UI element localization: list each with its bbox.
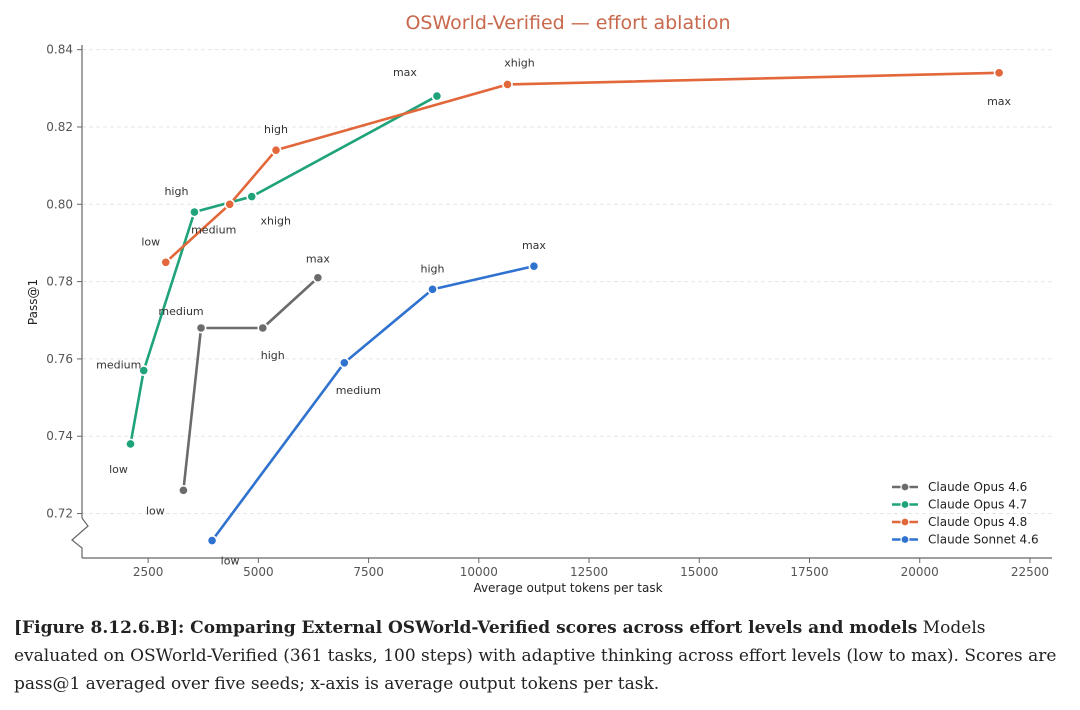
x-axis-label: Average output tokens per task: [473, 581, 662, 595]
y-tick-label: 0.76: [46, 352, 73, 366]
point-label: xhigh: [504, 56, 535, 69]
point-label: low: [141, 235, 160, 248]
point-labels: low medium high max low medium high xhigh max low…: [96, 56, 1011, 567]
x-tick-label: 10000: [460, 565, 498, 579]
y-tick-label: 0.82: [46, 120, 73, 134]
gridlines: [82, 49, 1052, 515]
legend: Claude Opus 4.6 Claude Opus 4.7 Claude Opu…: [892, 480, 1039, 547]
y-tick-label: 0.84: [46, 43, 73, 57]
data-point: [257, 322, 269, 334]
legend-marker: [900, 517, 910, 527]
data-point: [138, 365, 150, 376]
point-label: xhigh: [261, 215, 292, 228]
data-point: [312, 272, 324, 284]
data-point: [427, 283, 438, 295]
legend-entry: Claude Opus 4.6: [928, 480, 1027, 494]
data-point: [270, 144, 282, 156]
point-label: medium: [96, 359, 141, 372]
y-tick-label: 0.72: [46, 507, 73, 521]
series-line: [182, 276, 319, 491]
y-tick-label: 0.78: [46, 275, 73, 289]
x-tick-label: 20000: [901, 565, 939, 579]
data-point: [195, 322, 207, 334]
chart-title: OSWorld-Verified — effort ablation: [405, 12, 730, 34]
x-tick-label: 22500: [1011, 565, 1049, 579]
legend-marker: [900, 534, 910, 545]
point-label: low: [221, 555, 240, 568]
series-line: [211, 264, 535, 542]
point-label: low: [109, 463, 128, 476]
series-line: [164, 71, 1000, 264]
data-point: [189, 206, 200, 218]
effort-ablation-chart: OSWorld-Verified — effort ablation 0.720…: [26, 12, 1052, 595]
point-label: high: [261, 349, 285, 362]
data-point: [125, 438, 136, 450]
x-tick-label: 5000: [243, 565, 274, 579]
figure-caption: [Figure 8.12.6.B]: Comparing External OS…: [14, 614, 1066, 698]
data-point: [206, 535, 218, 547]
data-point: [246, 191, 258, 202]
axes: 0.72 0.74 0.76 0.78 0.80 0.82 0.84 2500 5000 7500…: [46, 43, 1052, 579]
point-label: medium: [191, 223, 236, 236]
y-tick-label: 0.80: [46, 197, 73, 211]
y-axis-break: [71, 517, 89, 558]
point-label: high: [264, 123, 288, 136]
data-point: [993, 67, 1005, 79]
point-label: high: [421, 262, 445, 275]
series-group: [125, 67, 1005, 547]
x-tick-label: 2500: [133, 565, 164, 579]
point-label: high: [164, 185, 188, 198]
point-label: low: [146, 504, 165, 517]
y-tick-label: 0.74: [46, 429, 73, 443]
data-point: [431, 90, 443, 102]
x-tick-label: 17500: [790, 565, 828, 579]
point-label: medium: [336, 384, 381, 397]
x-tick-label: 15000: [680, 565, 718, 579]
x-tick-label: 7500: [353, 565, 384, 579]
x-tick-label: 12500: [570, 565, 608, 579]
data-point: [178, 484, 189, 496]
caption-text: Models evaluated on OSWorld-Verified (36…: [14, 618, 1057, 694]
legend-entry: Claude Opus 4.8: [928, 515, 1027, 529]
data-point: [160, 256, 172, 268]
point-label: max: [393, 66, 417, 79]
data-point: [338, 357, 350, 369]
caption-bold: [Figure 8.12.6.B]: Comparing External OS…: [14, 618, 918, 638]
legend-entry: Claude Opus 4.7: [928, 498, 1027, 512]
point-label: max: [522, 239, 546, 252]
legend-marker: [900, 499, 910, 510]
data-point: [224, 198, 236, 210]
legend-marker: [900, 482, 910, 492]
point-label: medium: [158, 305, 203, 318]
legend-entry: Claude Sonnet 4.6: [928, 533, 1039, 547]
data-point: [528, 260, 540, 272]
point-label: max: [987, 95, 1011, 108]
data-point: [502, 79, 513, 90]
point-label: max: [306, 253, 330, 266]
y-axis-label: Pass@1: [26, 279, 40, 325]
